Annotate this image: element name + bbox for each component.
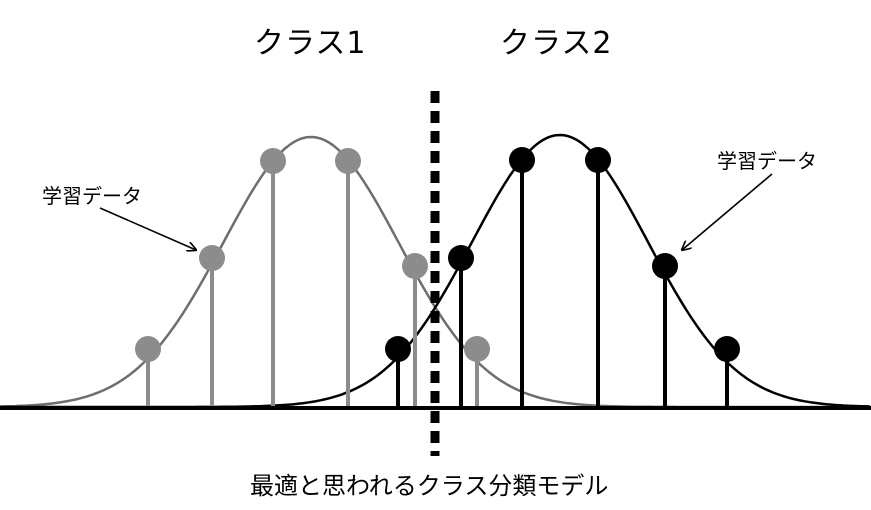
class1-points bbox=[135, 148, 490, 408]
class1-point-5 bbox=[402, 253, 428, 279]
class2-point-5 bbox=[652, 253, 678, 279]
class1-point-1 bbox=[135, 336, 161, 362]
training-data-label-right: 学習データ bbox=[717, 149, 817, 173]
class2-title: クラス2 bbox=[500, 26, 613, 61]
class2-point-6 bbox=[714, 336, 740, 362]
training-data-label-left: 学習データ bbox=[42, 184, 142, 208]
class1-point-2 bbox=[199, 245, 225, 271]
arrow-left bbox=[99, 207, 196, 250]
class2-point-2 bbox=[448, 245, 474, 271]
class1-title: クラス1 bbox=[254, 26, 367, 61]
class1-point-6 bbox=[464, 336, 490, 362]
arrow-right bbox=[682, 173, 773, 250]
class2-point-4 bbox=[585, 147, 611, 173]
diagram-caption: 最適と思われるクラス分類モデル bbox=[250, 472, 609, 500]
class2-points bbox=[385, 147, 740, 408]
class2-point-1 bbox=[385, 336, 411, 362]
class2-point-3 bbox=[509, 147, 535, 173]
class1-point-3 bbox=[260, 148, 286, 174]
class1-point-4 bbox=[335, 148, 361, 174]
